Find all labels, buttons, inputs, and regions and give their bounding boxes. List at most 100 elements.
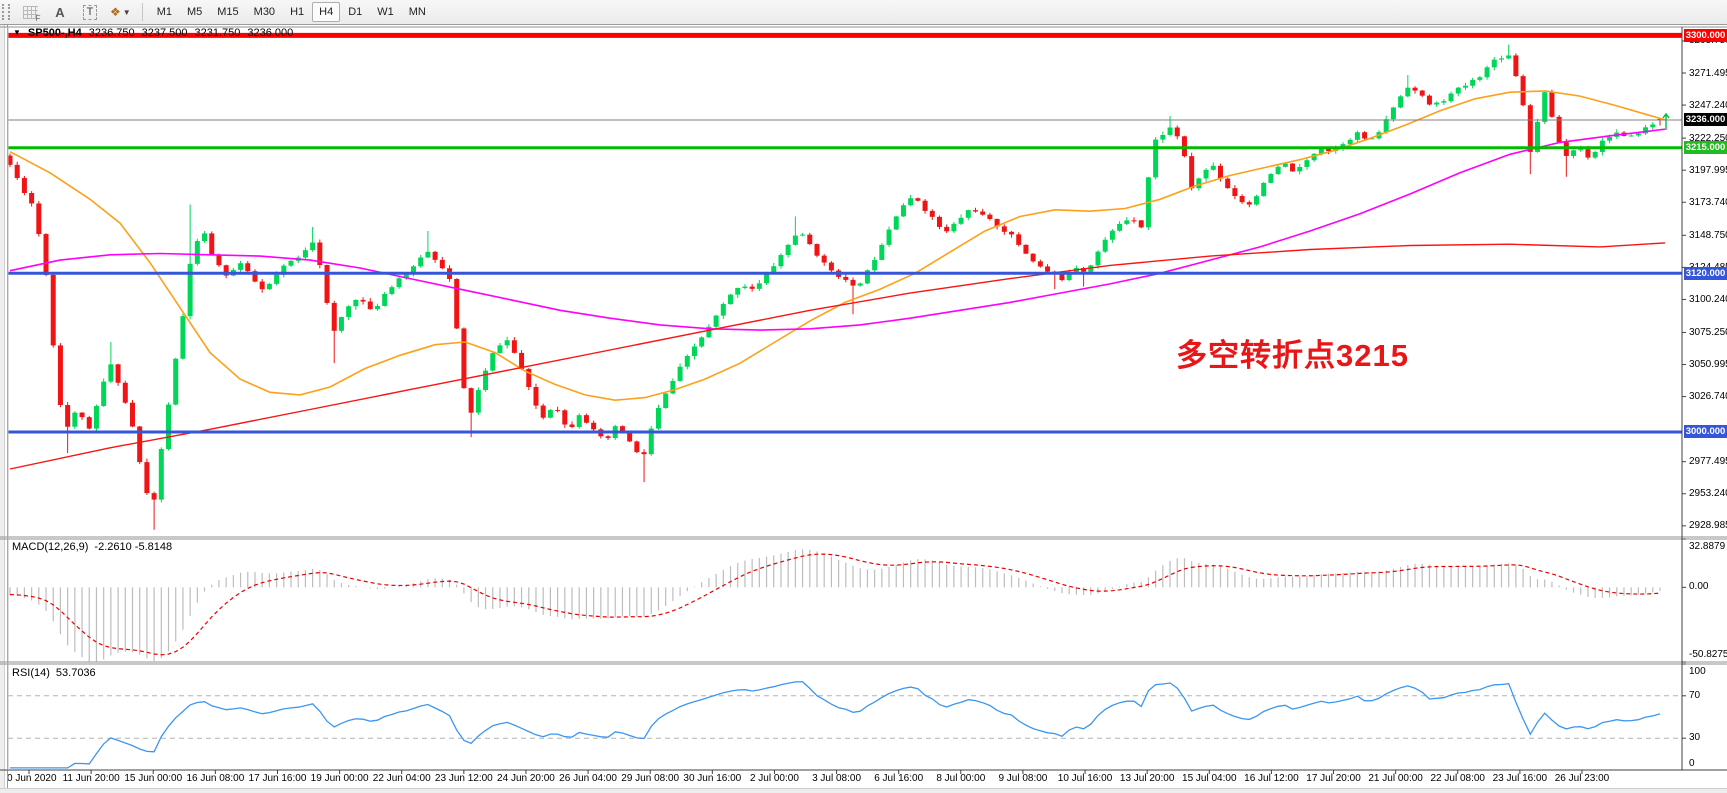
candle-92 [670,380,676,394]
candle-50 [367,301,373,310]
candle-212 [1535,121,1541,152]
candle-20 [151,493,157,500]
candle-46 [338,317,344,331]
text-t-glyph: T [82,4,98,20]
y-tick-label: 3197.995 [1689,164,1727,176]
x-axis-label: 13 Jul 20:00 [1119,773,1175,784]
timeframe-button-m5[interactable]: M5 [186,6,203,18]
candle-207 [1498,58,1504,60]
candle-91 [663,393,669,408]
candle-193 [1398,96,1404,108]
candle-191 [1383,119,1389,133]
timeframe-button-m30[interactable]: M30 [253,6,276,18]
candle-58 [425,251,431,258]
candle-206 [1491,59,1497,68]
candle-126 [915,198,921,201]
candle-59 [432,251,438,260]
macd-tick-label: 0.00 [1689,581,1709,593]
candle-136 [987,214,993,219]
toolbar: F A T ❖ ▼ M1 M5 M15 M30 H1 H4 D1 W1 MN [0,0,1727,25]
x-axis-label: 29 Jun 08:00 [621,773,680,784]
candle-149 [1081,268,1087,272]
candle-142 [1030,253,1036,262]
x-axis-label: 23 Jul 16:00 [1492,773,1548,784]
candle-54 [396,278,402,288]
candle-211 [1527,105,1533,152]
candle-141 [1023,244,1029,254]
chart-annotation-text: 多空转折点3215 [1176,338,1409,373]
candle-208 [1506,55,1512,59]
candle-144 [1045,266,1051,272]
toolbar-drag-handle[interactable] [2,4,10,20]
candle-97 [706,326,712,338]
candle-53 [389,287,395,294]
x-axis-label: 3 Jul 08:00 [812,773,862,784]
candle-81 [591,422,597,430]
text-tool-icon[interactable]: T [76,2,104,23]
candle-125 [908,198,914,206]
candle-99 [720,304,726,316]
candle-52 [382,293,388,306]
candle-172 [1246,202,1252,205]
price-badge-3120: 3120.000 [1684,266,1727,280]
candle-73 [533,387,539,406]
rsi-value: 53.7036 [55,667,96,679]
candle-218 [1578,149,1584,151]
candle-222 [1607,136,1613,141]
candle-153 [1109,230,1115,240]
price-badge-3000: 3000.000 [1684,425,1727,439]
candle-63 [461,328,467,389]
candle-154 [1117,223,1123,231]
candle-219 [1585,149,1591,158]
colors-icon[interactable]: ❖ ▼ [106,2,135,23]
x-axis-label: 15 Jun 00:00 [124,773,183,784]
x-axis-label: 17 Jul 20:00 [1306,773,1361,784]
candle-200 [1448,93,1454,102]
candle-225 [1628,135,1634,137]
candle-37 [274,274,280,284]
x-axis-label: 10 Jul 16:00 [1057,773,1113,784]
candle-209 [1513,55,1519,77]
candle-164 [1189,156,1195,189]
candle-140 [1016,234,1022,245]
font-a-icon[interactable]: A [55,4,65,20]
price-badge-3236: 3236.000 [1684,113,1727,127]
candle-114 [828,262,834,271]
timeframe-button-h1[interactable]: H1 [290,6,305,18]
candle-183 [1326,148,1332,152]
candle-215 [1556,116,1562,143]
candle-112 [814,244,820,256]
candle-196 [1419,90,1425,96]
candle-220 [1592,151,1598,158]
candle-102 [742,286,748,288]
candle-213 [1542,92,1548,122]
current-bar-arrow [1662,112,1670,130]
collapse-triangle-icon[interactable]: ▼ [13,28,21,37]
candle-133 [965,210,971,218]
timeframe-button-d1[interactable]: D1 [348,6,363,18]
candle-173 [1254,196,1260,205]
timeframe-button-h4[interactable]: H4 [312,2,341,22]
timeframe-button-mn[interactable]: MN [408,6,426,18]
candle-0 [7,155,13,165]
candle-135 [980,211,986,215]
candle-9 [72,412,78,427]
y-tick-label: 3075.250 [1689,326,1727,338]
candle-159 [1153,139,1159,178]
y-tick-label: 3050.995 [1689,359,1727,371]
macd-label: MACD(12,26,9) [12,541,89,553]
timeframe-button-m15[interactable]: M15 [217,6,239,18]
candle-160 [1160,134,1166,140]
timeframe-button-w1[interactable]: W1 [377,6,394,18]
candle-44 [324,265,330,303]
candle-182 [1318,148,1324,154]
candle-138 [1001,226,1007,232]
x-axis-label: 8 Jul 00:00 [936,773,986,784]
timeframe-button-m1[interactable]: M1 [156,6,172,18]
y-tick-label: 3222.250 [1689,132,1727,144]
candle-124 [900,205,906,217]
x-axis-label: 16 Jun 08:00 [186,773,245,784]
ohlc-open: 3236.750 [88,27,135,39]
chart-grid-icon[interactable]: F [16,2,44,23]
